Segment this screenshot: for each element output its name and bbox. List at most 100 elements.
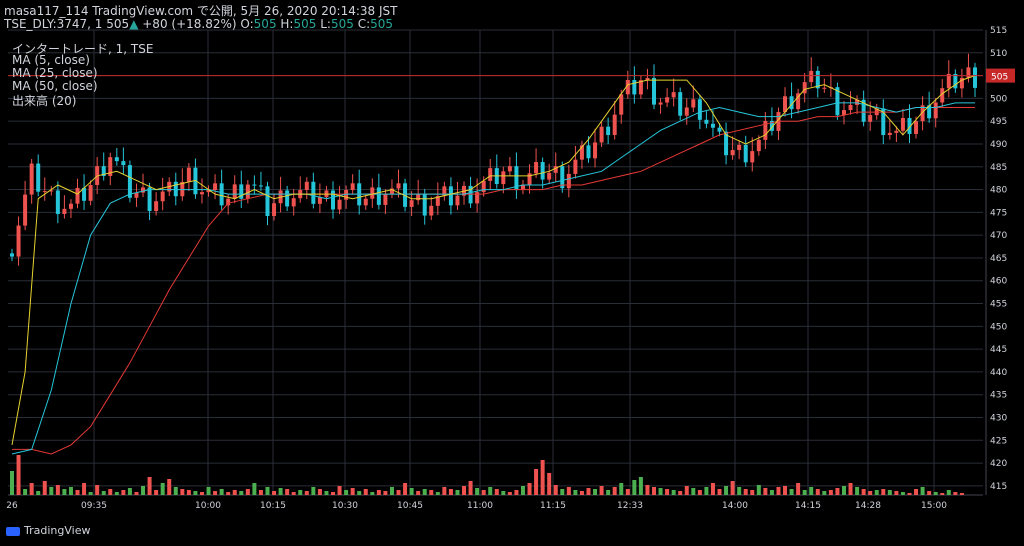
low-label: L: bbox=[320, 17, 331, 31]
candle-body bbox=[16, 225, 21, 257]
volume-bar bbox=[927, 491, 932, 495]
volume-bar bbox=[514, 490, 519, 495]
volume-bar bbox=[239, 491, 244, 495]
candle-body bbox=[809, 70, 814, 83]
publish-line: masa117_114 TradingView.com で公開, 5月 26, … bbox=[4, 4, 398, 18]
legend-ma25[interactable]: MA (25, close) bbox=[12, 66, 98, 80]
candle-body bbox=[350, 183, 355, 191]
volume-bar bbox=[920, 487, 925, 495]
candle-body bbox=[927, 105, 932, 119]
candle-body bbox=[186, 167, 191, 182]
volume-bar bbox=[36, 491, 41, 495]
tradingview-logo[interactable]: TradingView bbox=[6, 524, 90, 537]
candle-body bbox=[403, 183, 408, 207]
candle-body bbox=[848, 104, 853, 111]
volume-bar bbox=[357, 491, 362, 495]
candle-body bbox=[344, 190, 349, 200]
legend-title[interactable]: インタートレード, 1, TSE bbox=[12, 42, 154, 56]
volume-bar bbox=[841, 486, 846, 495]
volume-bar bbox=[946, 490, 951, 495]
low-value: 505 bbox=[330, 17, 354, 31]
volume-bar bbox=[435, 492, 440, 495]
candle-body bbox=[940, 88, 945, 103]
candle-body bbox=[252, 184, 257, 186]
candle-body bbox=[101, 166, 106, 177]
volume-bar bbox=[141, 486, 146, 495]
high-value: 505 bbox=[293, 17, 317, 31]
candle-body bbox=[435, 196, 440, 206]
volume-bar bbox=[448, 489, 453, 495]
volume-bar bbox=[501, 491, 506, 495]
volume-bar bbox=[213, 491, 218, 495]
last-price-tag bbox=[986, 68, 1015, 83]
candle-body bbox=[370, 187, 375, 199]
volume-bar bbox=[75, 490, 80, 495]
volume-bar bbox=[121, 490, 126, 495]
volume-bar bbox=[776, 487, 781, 495]
candle-body bbox=[547, 172, 552, 180]
volume-bar bbox=[363, 489, 368, 495]
volume-bar bbox=[671, 490, 676, 495]
volume-bar bbox=[868, 491, 873, 495]
ma50-line bbox=[12, 107, 975, 455]
volume-bar bbox=[82, 483, 87, 495]
x-tick-label: 10:30 bbox=[332, 501, 358, 511]
volume-bar bbox=[730, 481, 735, 495]
volume-bar bbox=[874, 490, 879, 495]
y-tick-label: 510 bbox=[990, 49, 1007, 59]
volume-bar bbox=[389, 487, 394, 495]
candle-body bbox=[632, 79, 637, 95]
volume-bar bbox=[691, 488, 696, 495]
candle-body bbox=[134, 192, 139, 198]
close-label: C: bbox=[357, 17, 371, 31]
candle-body bbox=[520, 184, 525, 190]
volume-bar bbox=[114, 492, 119, 495]
legend-volume[interactable]: 出来高 (20) bbox=[12, 94, 77, 108]
candle-body bbox=[121, 161, 126, 166]
y-tick-label: 430 bbox=[990, 414, 1007, 424]
volume-bar bbox=[881, 489, 886, 495]
y-tick-label: 500 bbox=[990, 94, 1007, 104]
volume-bar bbox=[180, 489, 185, 495]
candle-body bbox=[272, 203, 277, 216]
candle-body bbox=[671, 92, 676, 98]
candle-body bbox=[566, 173, 571, 189]
candle-body bbox=[82, 187, 87, 201]
volume-bar bbox=[547, 473, 552, 495]
x-tick-label: 11:00 bbox=[467, 501, 493, 511]
candle-body bbox=[245, 184, 250, 199]
candle-body bbox=[481, 180, 486, 193]
volume-bar bbox=[68, 487, 73, 495]
volume-bar bbox=[802, 490, 807, 495]
y-tick-label: 420 bbox=[990, 459, 1007, 469]
candle-body bbox=[579, 145, 584, 160]
y-tick-label: 470 bbox=[990, 231, 1007, 241]
candle-body bbox=[612, 114, 617, 136]
volume-bar bbox=[520, 486, 525, 495]
y-tick-label: 435 bbox=[990, 391, 1007, 401]
candle-body bbox=[704, 119, 709, 124]
candle-body bbox=[108, 157, 113, 177]
last-price-label: 505 bbox=[991, 73, 1008, 83]
legend-ma5[interactable]: MA (5, close) bbox=[12, 53, 90, 67]
legend-ma50[interactable]: MA (50, close) bbox=[12, 79, 98, 93]
candle-body bbox=[311, 181, 316, 204]
candle-body bbox=[625, 79, 630, 95]
candle-body bbox=[540, 162, 545, 180]
volume-bar bbox=[422, 489, 427, 495]
candle-body bbox=[219, 183, 224, 206]
candle-body bbox=[36, 163, 41, 192]
volume-bar bbox=[887, 490, 892, 495]
candle-body bbox=[442, 186, 447, 197]
volume-bar bbox=[468, 481, 473, 495]
volume-bar bbox=[219, 489, 224, 495]
volume-bar bbox=[900, 492, 905, 495]
symbol-info: TSE_DLY:3747, 1 505▲ +80 (+18.82%) O:505… bbox=[4, 17, 393, 31]
volume-bar bbox=[291, 492, 296, 495]
volume-bar bbox=[940, 493, 945, 495]
candle-body bbox=[737, 144, 742, 151]
ma5-line bbox=[11, 75, 976, 445]
candle-body bbox=[455, 195, 460, 206]
